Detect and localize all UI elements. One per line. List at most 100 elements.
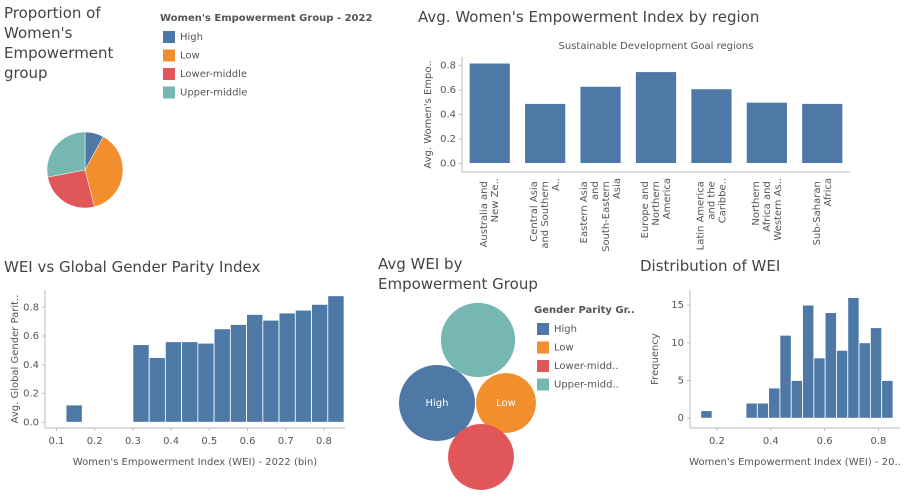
bar: [836, 349, 849, 419]
legend-title: Gender Parity Gr..: [534, 305, 635, 316]
legend-swatch: [163, 31, 175, 43]
y-tick-label: 0.6: [23, 331, 39, 342]
bar: [869, 327, 883, 419]
bar: [213, 328, 231, 423]
y-tick-label: 0.8: [440, 61, 456, 72]
bubble: [448, 424, 514, 490]
y-tick-label: 0.4: [23, 360, 39, 371]
x-tick-label: 0.8: [871, 436, 887, 447]
pie-title: Proportion of Women's Empowerment group: [4, 4, 114, 82]
bubble: [398, 364, 476, 442]
legend-label: Upper-midd..: [554, 380, 619, 391]
legend-label: Low: [180, 51, 200, 62]
x-tick-label: Latin America and the Caribbe..: [695, 178, 728, 250]
x-tick-label: Sub-Saharan Africa: [812, 178, 834, 245]
pie-slice: [84, 136, 124, 208]
bubble: [476, 373, 536, 433]
x-tick-label: 0.6: [240, 436, 256, 447]
x-tick-label: Central Asia and Southern A..: [529, 178, 562, 249]
bar: [745, 402, 758, 419]
legend-swatch: [537, 378, 549, 391]
x-tick-label: 0.6: [817, 436, 833, 447]
chart-subtitle: Sustainable Development Goal regions: [559, 41, 754, 52]
bar: [858, 342, 871, 419]
x-tick-label: 0.2: [87, 436, 103, 447]
pie-slice: [47, 169, 95, 209]
bar: [524, 103, 567, 164]
y-axis-label: Avg. Global Gender Parit..: [10, 295, 21, 424]
x-tick-label: 0.8: [316, 436, 332, 447]
bar: [756, 402, 770, 419]
y-tick-label: 10: [671, 338, 684, 349]
bar: [813, 357, 826, 419]
x-tick-label: 0.2: [709, 436, 725, 447]
histogram-title: Distribution of WEI: [640, 257, 781, 275]
legend-swatch: [537, 360, 549, 372]
legend-label: High: [180, 32, 203, 43]
bar: [779, 334, 792, 419]
bar: [881, 380, 894, 419]
y-tick-label: 0.2: [23, 389, 39, 400]
bar: [132, 344, 150, 423]
legend-title: Women's Empowerment Group - 2022: [160, 13, 372, 24]
bubble-label: High: [426, 398, 449, 409]
bar: [294, 309, 312, 423]
y-tick-label: 5: [678, 375, 684, 386]
bar-title: Avg. Women's Empowerment Index by region: [418, 8, 760, 26]
y-axis-label: Frequency: [650, 333, 661, 385]
bar: [65, 404, 83, 423]
pie-slice: [46, 131, 86, 178]
bubble-title: Avg WEI by Empowerment Group: [378, 255, 538, 293]
y-tick-label: 0.8: [23, 302, 39, 313]
bar: [197, 342, 215, 423]
x-axis-label: Women's Empowerment Index (WEI) - 2022 (…: [73, 457, 318, 468]
y-axis-label: Avg. Women's Empo..: [423, 60, 434, 168]
bar: [690, 88, 733, 164]
bar: [181, 341, 199, 423]
x-tick-label: Eastern Asia and South-Eastern Asia: [579, 178, 623, 252]
legend-swatch: [163, 49, 175, 62]
x-tick-label: 0.1: [49, 436, 65, 447]
y-tick-label: 0: [678, 413, 684, 424]
bar: [802, 304, 815, 419]
bar: [327, 295, 345, 423]
legend-label: High: [554, 324, 577, 335]
bar: [745, 101, 788, 164]
bar: [635, 71, 677, 164]
bar: [164, 341, 183, 423]
y-tick-label: 0.4: [440, 110, 456, 121]
x-tick-label: 0.5: [201, 436, 217, 447]
bar: [768, 387, 781, 419]
bar: [229, 324, 247, 423]
legend-label: Low: [554, 343, 574, 354]
legend-swatch: [537, 323, 549, 335]
bar: [700, 410, 713, 419]
y-tick-label: 15: [671, 300, 684, 311]
legend-swatch: [163, 86, 175, 99]
y-tick-label: 0.0: [23, 417, 39, 428]
bubble-label: Low: [496, 398, 516, 409]
y-tick-label: 0.0: [440, 158, 456, 169]
x-tick-label: 0.3: [125, 436, 141, 447]
y-tick-label: 0.6: [440, 85, 456, 96]
x-axis-label: Women's Empowerment Index (WEI) - 20..: [689, 457, 901, 468]
legend-label: Lower-midd..: [554, 361, 619, 372]
bar: [262, 319, 280, 423]
legend-label: Upper-middle: [180, 88, 247, 99]
x-tick-label: 0.4: [163, 436, 179, 447]
bar: [246, 314, 264, 423]
x-tick-label: Northern Africa and Western As..: [751, 178, 784, 241]
x-tick-label: 0.4: [763, 436, 779, 447]
x-tick-label: 0.7: [278, 436, 294, 447]
legend-label: Lower-middle: [180, 69, 247, 80]
legend-swatch: [537, 341, 549, 354]
legend-swatch: [163, 68, 175, 80]
y-tick-label: 0.2: [440, 134, 456, 145]
bar: [148, 357, 166, 423]
bar: [847, 297, 860, 419]
bar: [311, 303, 329, 423]
bar: [468, 62, 511, 164]
bar: [278, 312, 296, 423]
